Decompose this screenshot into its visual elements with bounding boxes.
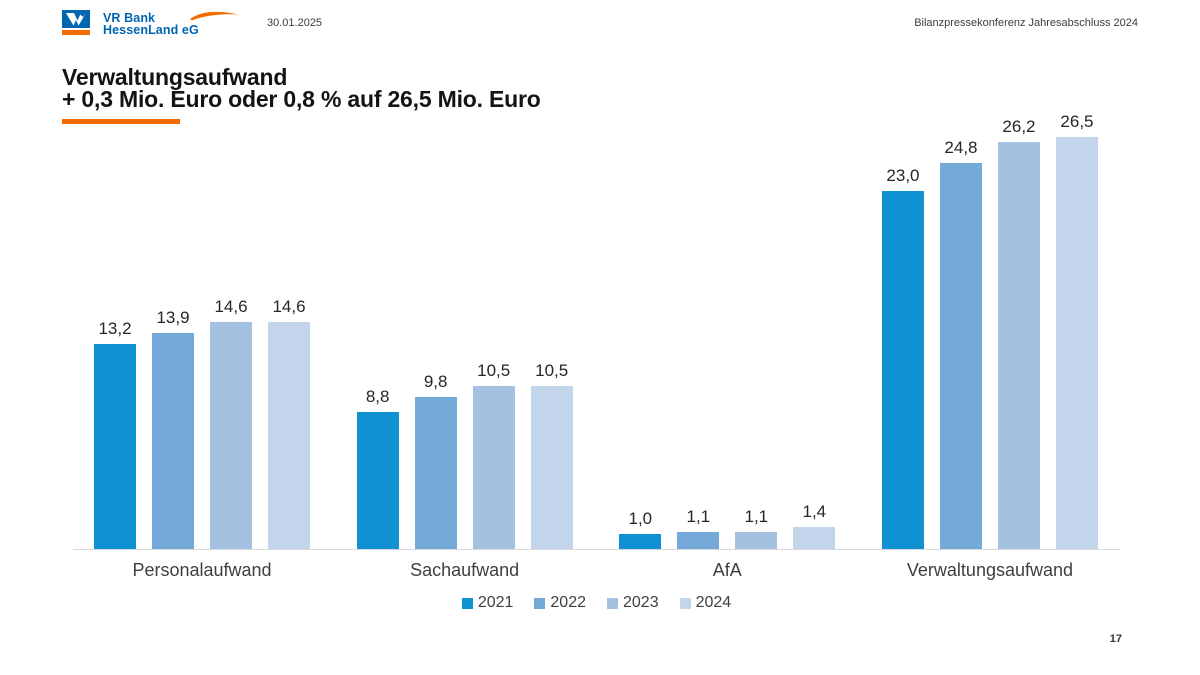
category-axis: Personalaufwand Sachaufwand AfA Verwaltungs… <box>73 560 1120 581</box>
bar-value-label: 9,8 <box>423 371 448 391</box>
category-label: AfA <box>712 560 742 580</box>
bar-column: 10,5 <box>530 360 573 549</box>
category-label: Personalaufwand <box>132 560 272 580</box>
legend-item: 2022 <box>534 594 586 612</box>
bar <box>881 191 924 549</box>
bar <box>210 322 252 549</box>
bar <box>472 385 515 549</box>
header-date: 30.01.2025 <box>267 17 323 29</box>
bar-value-label: 26,2 <box>1002 116 1036 136</box>
bar-value-label: 1,0 <box>628 508 653 528</box>
title-block: Verwaltungsaufwand + 0,3 Mio. Euro oder … <box>62 66 541 124</box>
legend-item: 2023 <box>607 594 659 612</box>
bar-value-label: 1,4 <box>802 502 827 522</box>
bar <box>268 322 310 549</box>
vr-bank-logo: VR Bank HessenLand eG <box>62 10 239 37</box>
legend-label: 2023 <box>623 594 659 611</box>
bar <box>997 141 1040 549</box>
legend-label: 2024 <box>695 594 732 611</box>
bar-value-label: 14,6 <box>272 297 306 316</box>
chart-legend: 2021 2022 2023 2024 <box>73 594 1120 612</box>
bar-column: 23,0 <box>881 166 924 549</box>
bar <box>939 163 982 549</box>
slide-title-line1: Verwaltungsaufwand <box>62 64 288 90</box>
legend-label: 2022 <box>550 594 586 611</box>
bar <box>414 396 457 549</box>
vr-logo-icon <box>62 10 90 36</box>
bar <box>152 332 194 549</box>
bar-column: 14,6 <box>268 297 310 549</box>
bar-column: 13,9 <box>152 308 194 549</box>
bar-column: 26,2 <box>997 116 1040 549</box>
bar-column: 10,5 <box>472 360 515 549</box>
legend-swatch-icon <box>679 597 691 609</box>
legend-label: 2021 <box>477 594 514 611</box>
header-subtitle: Bilanzpressekonferenz Jahresabschluss 20… <box>914 17 1138 29</box>
bar-column: 13,2 <box>94 319 136 549</box>
bar <box>619 533 662 549</box>
bar-value-label: 8,8 <box>365 387 390 407</box>
page-number: 17 <box>1109 633 1122 645</box>
category-label: Sachaufwand <box>410 560 520 580</box>
legend-swatch-icon <box>534 597 546 609</box>
slide-title-line2: + 0,3 Mio. Euro oder 0,8 % auf 26,5 Mio.… <box>62 86 541 112</box>
logo-orange-bar <box>62 30 90 35</box>
bar <box>677 531 720 549</box>
vr-emblem-icon <box>66 13 86 26</box>
bar-value-label: 1,1 <box>686 506 711 526</box>
logo-text-line2: HessenLand eG <box>103 23 199 37</box>
bar-chart: 13,2 13,9 14,6 14,6 8,8 9,8 10,5 10,5 1,0 1,1 1,1 1… <box>73 112 1120 612</box>
logo-text: VR Bank HessenLand eG <box>103 10 239 37</box>
bar-column: 1,4 <box>793 502 836 549</box>
bar-group: 13,2 13,9 14,6 14,6 <box>94 297 310 549</box>
chart-plot-area: 13,2 13,9 14,6 14,6 8,8 9,8 10,5 10,5 1,0 1,1 1,1 1… <box>73 112 1120 550</box>
bar-column: 24,8 <box>939 138 982 549</box>
bar-value-label: 13,9 <box>156 307 190 327</box>
bar-group: 1,0 1,1 1,1 1,4 <box>619 502 836 549</box>
logo-text-line1: VR Bank <box>103 11 156 25</box>
legend-swatch-icon <box>607 597 618 609</box>
bar-value-label: 24,8 <box>944 138 978 158</box>
bar-column: 1,1 <box>735 506 778 549</box>
bar <box>530 385 573 549</box>
bar-value-label: 23,0 <box>886 166 920 186</box>
legend-item: 2021 <box>461 594 514 612</box>
legend-item: 2024 <box>679 594 732 612</box>
bar <box>356 412 399 549</box>
bar <box>94 343 136 549</box>
bar-column: 1,0 <box>619 508 662 549</box>
bar-group: 8,8 9,8 10,5 10,5 <box>356 360 573 549</box>
category-label: Verwaltungsaufwand <box>906 560 1074 580</box>
bar <box>793 527 836 549</box>
bar-value-label: 10,5 <box>535 360 569 380</box>
bar-value-label: 26,5 <box>1060 112 1094 131</box>
bar-column: 9,8 <box>414 371 457 549</box>
logo-swoosh-icon <box>190 11 239 21</box>
bar-value-label: 10,5 <box>477 360 511 380</box>
title-accent-bar <box>62 119 180 124</box>
bar-value-label: 14,6 <box>214 297 248 316</box>
bar-group: 23,0 24,8 26,2 26,5 <box>881 112 1098 549</box>
bar-column: 8,8 <box>356 387 399 549</box>
bar-value-label: 1,1 <box>744 506 769 526</box>
bar <box>735 531 778 549</box>
bar-column: 26,5 <box>1055 112 1098 549</box>
bar-column: 1,1 <box>677 506 720 549</box>
bar <box>1055 137 1098 549</box>
legend-swatch-icon <box>461 597 473 609</box>
bar-column: 14,6 <box>210 297 252 549</box>
bar-value-label: 13,2 <box>98 318 132 338</box>
